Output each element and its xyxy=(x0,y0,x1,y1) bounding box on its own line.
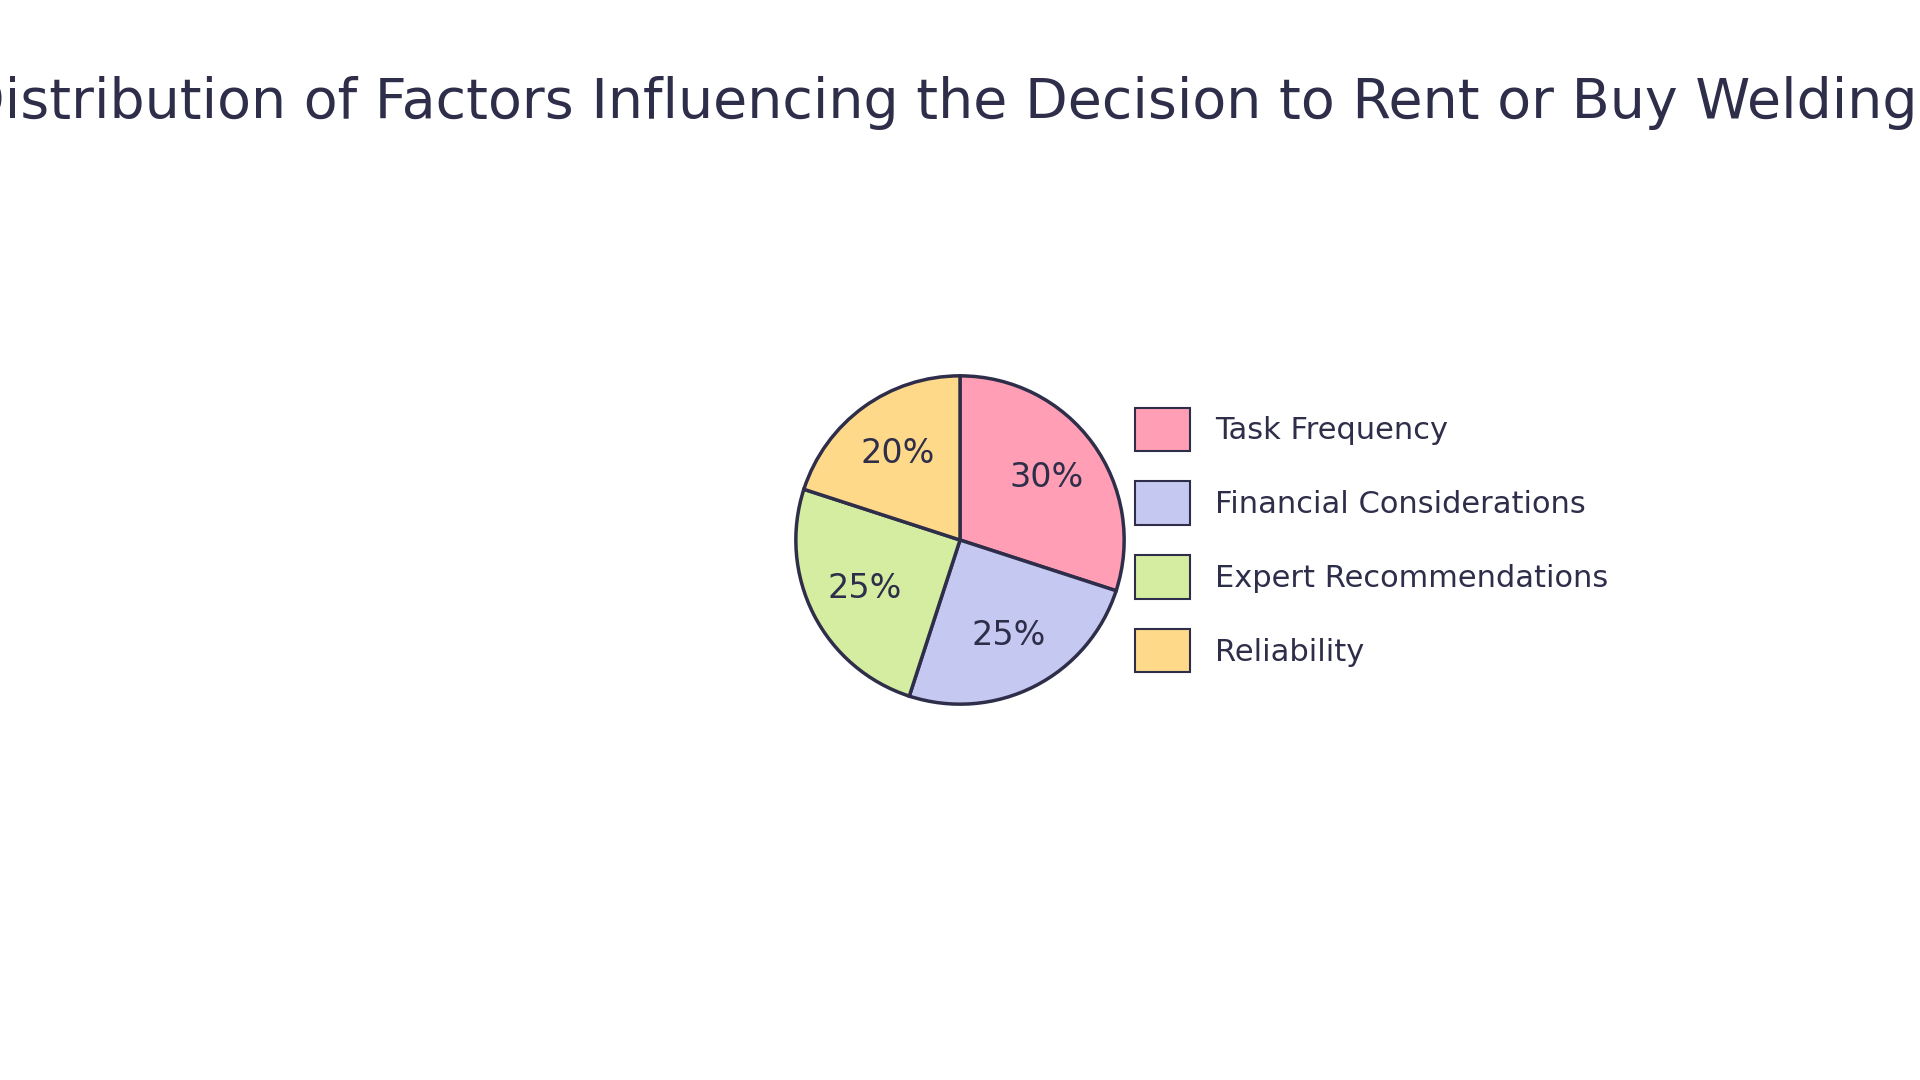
Wedge shape xyxy=(910,540,1116,704)
Wedge shape xyxy=(960,376,1123,591)
Wedge shape xyxy=(804,376,960,540)
Text: Distribution of Factors Influencing the Decision to Rent or Buy Welding Tools: Distribution of Factors Influencing the … xyxy=(0,76,1920,130)
Legend: Task Frequency, Financial Considerations, Expert Recommendations, Reliability: Task Frequency, Financial Considerations… xyxy=(1104,377,1638,703)
Text: 20%: 20% xyxy=(860,437,935,470)
Wedge shape xyxy=(797,489,960,697)
Text: 30%: 30% xyxy=(1010,461,1083,494)
Text: 25%: 25% xyxy=(972,619,1046,651)
Text: 25%: 25% xyxy=(828,572,902,605)
